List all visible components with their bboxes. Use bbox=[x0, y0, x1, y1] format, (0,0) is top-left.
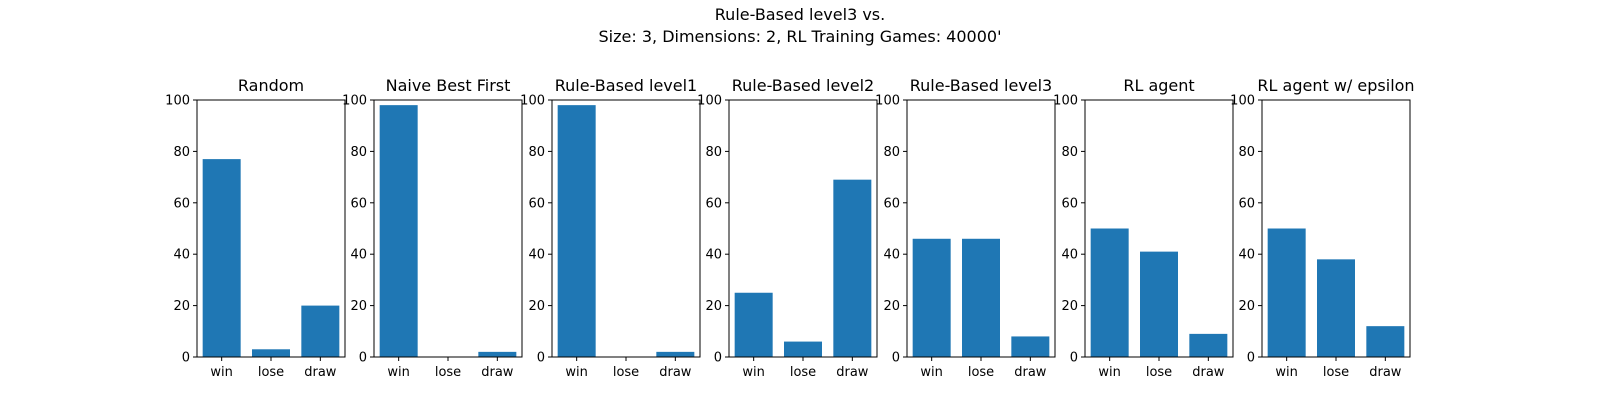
x-tick-label: lose bbox=[1323, 365, 1349, 380]
subplot-4: 0 20 40 60 80 100 win lose draw Rule-Based level2 bbox=[697, 76, 878, 380]
x-tick-label: draw bbox=[1192, 365, 1225, 380]
y-tick-label: 60 bbox=[173, 196, 190, 211]
bar-win bbox=[202, 159, 241, 357]
x-tick-label: lose bbox=[968, 365, 994, 380]
x-tick-label: draw bbox=[1369, 365, 1402, 380]
x-tick-label: lose bbox=[613, 365, 639, 380]
y-tick-label: 20 bbox=[173, 299, 190, 314]
x-tick-label: lose bbox=[258, 365, 284, 380]
y-tick-label: 80 bbox=[173, 145, 190, 160]
y-tick-label: 80 bbox=[705, 145, 722, 160]
x-tick-label: lose bbox=[790, 365, 816, 380]
subplot-3: 0 20 40 60 80 100 win lose draw Rule-Based level1 bbox=[520, 76, 701, 380]
bar-draw bbox=[1011, 336, 1050, 357]
y-tick-label: 60 bbox=[705, 196, 722, 211]
y-tick-label: 80 bbox=[350, 145, 367, 160]
subplot-title: Random bbox=[238, 76, 304, 95]
x-tick-label: win bbox=[920, 365, 942, 380]
bar-lose bbox=[784, 341, 822, 357]
subplot-title: Rule-Based level1 bbox=[555, 76, 697, 95]
bar-draw bbox=[833, 179, 872, 357]
y-tick-label: 20 bbox=[705, 299, 722, 314]
y-tick-label: 100 bbox=[697, 94, 722, 109]
y-tick-label: 60 bbox=[1061, 196, 1078, 211]
x-tick-label: lose bbox=[435, 365, 461, 380]
bar-win bbox=[1090, 228, 1129, 357]
y-tick-label: 0 bbox=[892, 351, 900, 366]
figure-title-line1: Rule-Based level3 vs. bbox=[714, 5, 886, 24]
y-tick-label: 40 bbox=[173, 248, 190, 263]
x-tick-label: win bbox=[1275, 365, 1297, 380]
x-tick-label: win bbox=[565, 365, 587, 380]
y-tick-label: 0 bbox=[537, 351, 545, 366]
bar-win bbox=[1267, 228, 1306, 357]
subplot-1: 0 20 40 60 80 100 win lose draw Random bbox=[165, 76, 346, 380]
y-tick-label: 80 bbox=[883, 145, 900, 160]
subplot-7: 0 20 40 60 80 100 win lose draw RL agent w/ epsil… bbox=[1230, 76, 1414, 380]
y-tick-label: 40 bbox=[1061, 248, 1078, 263]
subplot-2: 0 20 40 60 80 100 win lose draw Naive Best First bbox=[342, 76, 523, 380]
y-tick-label: 80 bbox=[1238, 145, 1255, 160]
bar-win bbox=[557, 105, 596, 357]
y-tick-label: 0 bbox=[714, 351, 722, 366]
bar-lose bbox=[1317, 259, 1355, 357]
bar-lose bbox=[252, 349, 290, 357]
x-tick-label: draw bbox=[659, 365, 692, 380]
bar-draw bbox=[301, 305, 340, 357]
y-tick-label: 20 bbox=[350, 299, 367, 314]
subplot-title: Rule-Based level3 bbox=[910, 76, 1052, 95]
subplot-title: RL agent bbox=[1123, 76, 1194, 95]
x-tick-label: win bbox=[742, 365, 764, 380]
subplot-6: 0 20 40 60 80 100 win lose draw RL agent bbox=[1053, 76, 1234, 380]
subplot-title: Naive Best First bbox=[386, 76, 511, 95]
y-tick-label: 60 bbox=[350, 196, 367, 211]
y-tick-label: 40 bbox=[705, 248, 722, 263]
y-tick-label: 20 bbox=[883, 299, 900, 314]
y-tick-label: 100 bbox=[342, 94, 367, 109]
y-tick-label: 80 bbox=[1061, 145, 1078, 160]
subplot-title: RL agent w/ epsilon bbox=[1257, 76, 1414, 95]
y-tick-label: 40 bbox=[883, 248, 900, 263]
bar-draw bbox=[656, 351, 695, 357]
y-tick-label: 60 bbox=[528, 196, 545, 211]
y-tick-label: 20 bbox=[528, 299, 545, 314]
subplot-5: 0 20 40 60 80 100 win lose draw Rule-Based level3 bbox=[875, 76, 1056, 380]
y-tick-label: 80 bbox=[528, 145, 545, 160]
x-tick-label: draw bbox=[1014, 365, 1047, 380]
x-tick-label: win bbox=[1098, 365, 1120, 380]
y-tick-label: 100 bbox=[165, 94, 190, 109]
x-tick-label: draw bbox=[304, 365, 337, 380]
y-tick-label: 60 bbox=[1238, 196, 1255, 211]
y-tick-label: 100 bbox=[1230, 94, 1255, 109]
figure-title-line2: Size: 3, Dimensions: 2, RL Training Game… bbox=[598, 27, 1002, 46]
y-tick-label: 0 bbox=[1070, 351, 1078, 366]
x-tick-label: draw bbox=[836, 365, 869, 380]
y-tick-label: 100 bbox=[1053, 94, 1078, 109]
y-tick-label: 40 bbox=[528, 248, 545, 263]
y-tick-label: 40 bbox=[1238, 248, 1255, 263]
bar-win bbox=[379, 105, 418, 357]
y-tick-label: 0 bbox=[359, 351, 367, 366]
bar-win bbox=[912, 238, 951, 357]
bar-lose bbox=[1140, 251, 1178, 357]
y-tick-label: 60 bbox=[883, 196, 900, 211]
y-tick-label: 0 bbox=[182, 351, 190, 366]
y-tick-label: 40 bbox=[350, 248, 367, 263]
y-tick-label: 0 bbox=[1247, 351, 1255, 366]
bar-draw bbox=[478, 351, 517, 357]
x-tick-label: draw bbox=[481, 365, 514, 380]
x-tick-label: win bbox=[210, 365, 232, 380]
subplot-title: Rule-Based level2 bbox=[732, 76, 874, 95]
x-tick-label: lose bbox=[1146, 365, 1172, 380]
y-tick-label: 20 bbox=[1238, 299, 1255, 314]
bar-draw bbox=[1189, 333, 1228, 357]
bar-win bbox=[734, 292, 773, 357]
x-tick-label: win bbox=[387, 365, 409, 380]
y-tick-label: 20 bbox=[1061, 299, 1078, 314]
bar-draw bbox=[1366, 326, 1405, 357]
bar-lose bbox=[962, 238, 1000, 357]
y-tick-label: 100 bbox=[875, 94, 900, 109]
y-tick-label: 100 bbox=[520, 94, 545, 109]
